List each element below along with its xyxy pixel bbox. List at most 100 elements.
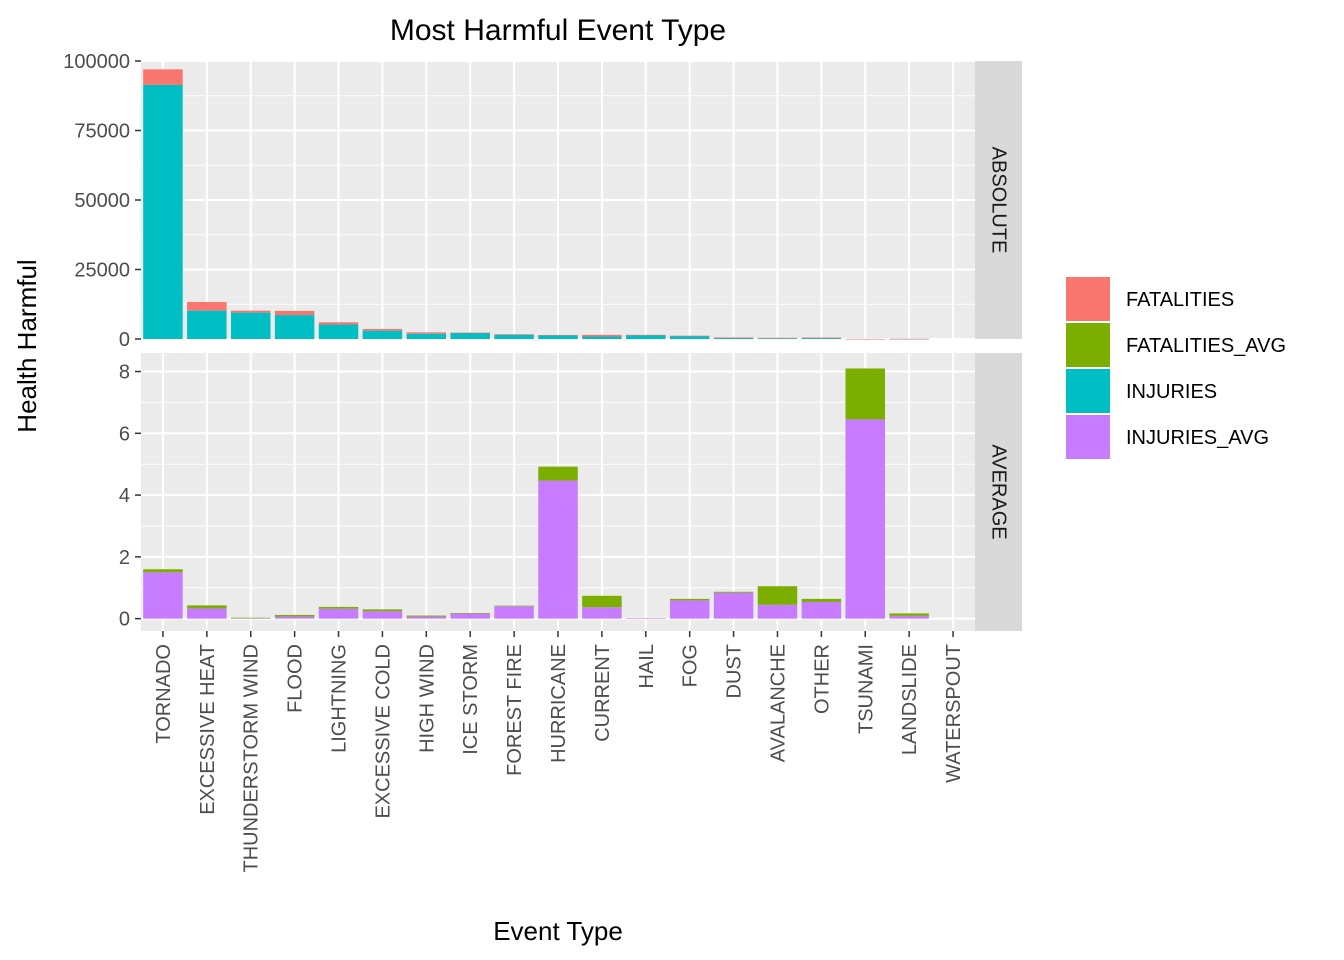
bar xyxy=(494,334,534,335)
bar xyxy=(538,480,578,619)
bar xyxy=(362,328,403,331)
bar xyxy=(143,572,183,619)
x-tick-label: EXCESSIVE COLD xyxy=(372,644,394,819)
bar xyxy=(362,609,403,612)
x-tick-label: LIGHTNING xyxy=(329,644,351,753)
bar xyxy=(143,84,183,340)
facet-strip-label: ABSOLUTE xyxy=(988,147,1010,254)
bar xyxy=(669,600,710,619)
x-tick-label: WATERSPOUT xyxy=(943,644,965,783)
chart-panels: 0 25000 50000 75000 100000 ABSOLUTE 0 2 4 6 8 AVERA… xyxy=(63,51,1022,631)
bar xyxy=(406,615,447,617)
bar xyxy=(230,312,271,339)
legend-label: FATALITIES xyxy=(1126,289,1234,311)
y-tick-label: 25000 xyxy=(74,260,130,282)
legend-label: INJURIES_AVG xyxy=(1126,427,1269,449)
bar xyxy=(274,310,315,316)
chart-title: Most Harmful Event Type xyxy=(390,14,726,47)
bar xyxy=(669,598,710,601)
bar xyxy=(713,337,754,339)
legend-key xyxy=(1066,415,1110,459)
facet-strip xyxy=(975,353,1022,631)
y-tick-label: 100000 xyxy=(63,51,130,73)
facet-strip xyxy=(975,61,1022,339)
bar xyxy=(143,569,183,573)
x-tick-label: HIGH WIND xyxy=(416,644,438,753)
bar xyxy=(538,335,578,339)
panel-absolute: 0 25000 50000 75000 100000 ABSOLUTE xyxy=(63,51,1022,351)
facet-strip-label: AVERAGE xyxy=(988,444,1010,539)
bar xyxy=(274,614,315,617)
y-tick-label: 0 xyxy=(119,329,130,351)
bar xyxy=(406,332,447,334)
x-tick-label: EXCESSIVE HEAT xyxy=(197,644,219,815)
bar xyxy=(845,338,886,340)
bar xyxy=(494,606,534,619)
bar xyxy=(626,334,666,336)
bar xyxy=(450,332,490,339)
bar xyxy=(626,335,666,339)
legend-label: INJURIES xyxy=(1126,381,1217,403)
bar xyxy=(757,604,798,619)
y-tick-label: 75000 xyxy=(74,121,130,143)
x-tick-label: DUST xyxy=(724,644,746,698)
x-tick-label: OTHER xyxy=(811,644,833,714)
bar xyxy=(889,338,929,340)
y-axis-title: Health Harmful xyxy=(12,259,42,432)
x-tick-label: HURRICANE xyxy=(548,644,570,763)
bar xyxy=(274,616,315,619)
bar xyxy=(757,338,798,340)
bar xyxy=(318,324,359,339)
x-tick-label: FOG xyxy=(680,644,702,687)
bar xyxy=(187,302,227,311)
x-tick-label: THUNDERSTORM WIND xyxy=(241,644,263,873)
x-tick-label: AVALANCHE xyxy=(767,644,789,762)
bar xyxy=(582,334,622,337)
x-tick-label: HAIL xyxy=(636,644,658,688)
bar xyxy=(494,605,534,607)
bar xyxy=(801,337,842,339)
bar xyxy=(889,613,929,616)
bar xyxy=(450,613,490,619)
x-tick-label: TORNADO xyxy=(153,644,175,744)
series-injuries xyxy=(143,84,929,340)
bar xyxy=(669,335,710,339)
bar xyxy=(538,466,578,481)
bar xyxy=(845,368,886,420)
bar xyxy=(230,617,271,619)
bar xyxy=(187,310,227,339)
bar xyxy=(318,322,359,325)
legend-key xyxy=(1066,277,1110,321)
bar xyxy=(274,315,315,339)
x-tick-label: CURRENT xyxy=(592,644,614,742)
bar xyxy=(757,337,798,339)
bar xyxy=(318,608,359,619)
bar xyxy=(362,611,403,619)
bar xyxy=(582,336,622,339)
bar xyxy=(713,591,754,593)
bar xyxy=(494,334,534,339)
bar xyxy=(362,330,403,339)
legend-label: FATALITIES_AVG xyxy=(1126,335,1286,357)
x-tick-label: ICE STORM xyxy=(460,644,482,755)
series-injuries-avg xyxy=(143,419,929,619)
bar xyxy=(230,618,271,619)
legend-key xyxy=(1066,323,1110,367)
y-tick-label: 6 xyxy=(119,423,130,445)
y-tick-label: 0 xyxy=(119,609,130,631)
bar xyxy=(143,69,183,85)
bar xyxy=(713,337,754,339)
x-tick-label: FLOOD xyxy=(285,644,307,713)
x-tick-label: TSUNAMI xyxy=(855,644,877,734)
y-tick-label: 4 xyxy=(119,485,130,507)
bar xyxy=(801,598,842,602)
bar xyxy=(406,616,447,619)
y-tick-label: 8 xyxy=(119,362,130,384)
bar xyxy=(889,615,929,619)
bar xyxy=(406,333,447,339)
series-fatalities-avg xyxy=(143,368,929,619)
series-fatalities xyxy=(143,69,929,340)
bar xyxy=(538,334,578,336)
y-tick-label: 2 xyxy=(119,547,130,569)
